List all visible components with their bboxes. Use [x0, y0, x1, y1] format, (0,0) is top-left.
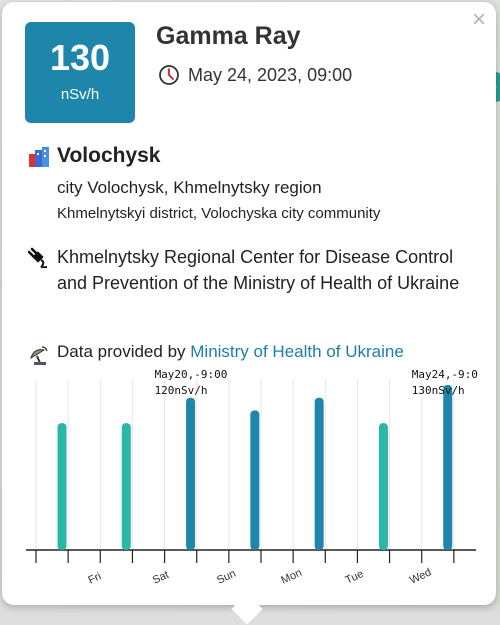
- measurement-popup: × 130 nSv/h Gamma Ray May 24, 2023, 09:0…: [2, 2, 496, 605]
- chart-bar: [378, 423, 388, 550]
- x-tick-label: Tue: [344, 568, 366, 587]
- location-line-1: city Volochysk, Khmelnytsky region: [57, 178, 322, 197]
- chart-bar: [186, 397, 196, 550]
- value-badge: 130 nSv/h: [25, 22, 135, 123]
- popup-title: Gamma Ray: [156, 22, 301, 50]
- chart-bar: [57, 423, 67, 550]
- provider-link[interactable]: Ministry of Health of Ukraine: [190, 342, 404, 361]
- chart-bar: [250, 410, 260, 550]
- clock-icon: [159, 65, 179, 85]
- x-tick-label: Wed: [408, 566, 433, 586]
- x-tick-label: Sat: [151, 569, 171, 587]
- close-button[interactable]: ×: [471, 6, 486, 33]
- organization-name: Khmelnytsky Regional Center for Disease …: [57, 247, 460, 293]
- satellite-icon: [30, 346, 48, 365]
- plug-icon: [28, 247, 48, 268]
- datetime-text: May 24, 2023, 09:00: [188, 64, 353, 85]
- location-line-2: Khmelnytskyi district, Volochyska city c…: [57, 205, 381, 222]
- city-icon: [29, 147, 49, 167]
- location-name: Volochysk: [57, 144, 161, 167]
- datetime-row: May 24, 2023, 09:00: [158, 64, 352, 86]
- x-tick-label: Sun: [215, 568, 238, 587]
- chart-bar: [314, 397, 324, 550]
- x-tick-label: Fri: [86, 570, 103, 586]
- chart-bar: [121, 423, 131, 550]
- chart-bar: [443, 385, 453, 550]
- x-tick-label: Mon: [279, 567, 303, 587]
- dose-chart: Fri Sat Sun Mon Tue Wed May20,-9:00 120nSv/h May…: [26, 368, 478, 587]
- annotation-date: May20,-9:00: [155, 368, 228, 381]
- provider-text: Data provided by Ministry of Health of U…: [57, 342, 404, 362]
- provider-prefix: Data provided by: [57, 342, 191, 361]
- dose-value: 130: [49, 37, 111, 78]
- annotation-value: 130nSv/h: [412, 384, 465, 397]
- dose-unit: nSv/h: [60, 86, 100, 103]
- annotation-value: 120nSv/h: [155, 384, 208, 397]
- annotation-date: May24,-9:00: [412, 368, 478, 381]
